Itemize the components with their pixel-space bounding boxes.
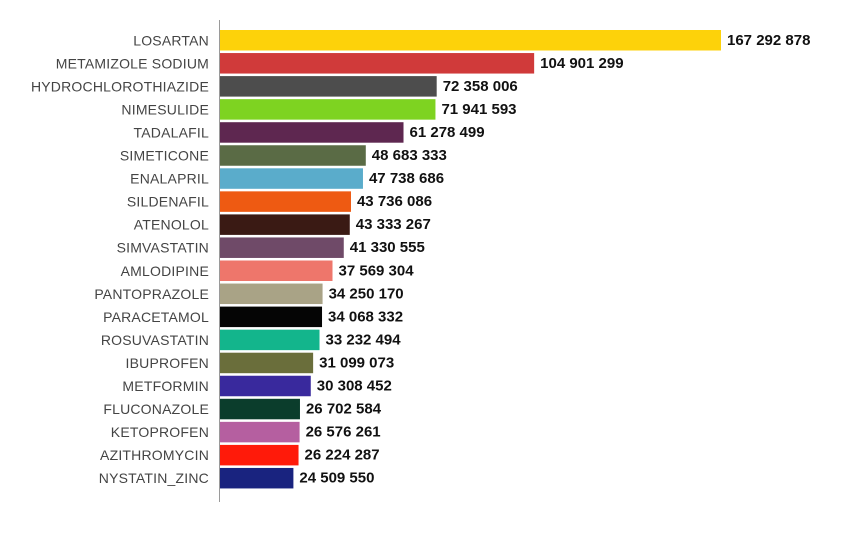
value-label: 33 232 494 [326, 331, 402, 348]
bar [220, 467, 294, 489]
category-label: PARACETAMOL [103, 309, 209, 325]
value-label: 26 576 261 [306, 424, 381, 441]
value-label: 41 330 555 [350, 239, 425, 256]
value-label: 71 941 593 [441, 101, 516, 118]
value-label: 48 683 333 [372, 147, 447, 164]
category-label: METFORMIN [122, 378, 209, 394]
bar [220, 283, 323, 305]
category-label: IBUPROFEN [126, 355, 209, 371]
bar [220, 306, 323, 328]
category-label: KETOPROFEN [111, 424, 209, 440]
bar [220, 352, 314, 374]
bar [220, 122, 404, 143]
bar [220, 76, 437, 97]
value-label: 104 901 299 [540, 55, 623, 72]
category-label: FLUCONAZOLE [103, 401, 209, 417]
value-labels: 167 292 878 104 901 299 72 358 006 71 941 5… [299, 32, 810, 487]
category-label: TADALAFIL [134, 124, 209, 140]
bars-layer [220, 30, 721, 489]
value-label: 34 068 332 [328, 308, 403, 325]
bar [220, 398, 300, 420]
bar [220, 237, 344, 258]
category-label: HYDROCHLOROTHIAZIDE [31, 78, 209, 94]
bar [220, 375, 311, 397]
value-label: 47 738 686 [369, 170, 444, 187]
category-label: ENALAPRIL [130, 171, 209, 187]
category-label: NYSTATIN_ZINC [99, 470, 209, 486]
value-label: 167 292 878 [727, 32, 810, 49]
bar [220, 99, 436, 120]
value-label: 26 702 584 [306, 401, 382, 418]
value-label: 34 250 170 [329, 285, 404, 302]
bar [220, 444, 299, 466]
value-label: 30 308 452 [317, 378, 392, 395]
value-label: 26 224 287 [305, 447, 380, 464]
category-label: AMLODIPINE [121, 263, 209, 279]
bar [220, 53, 535, 74]
category-label: PANTOPRAZOLE [94, 286, 209, 302]
value-label: 43 333 267 [356, 216, 431, 233]
value-label: 72 358 006 [443, 78, 518, 95]
category-label: LOSARTAN [133, 32, 209, 48]
category-label: SILDENAFIL [127, 194, 209, 210]
bar [220, 260, 333, 281]
value-label: 43 736 086 [357, 193, 432, 210]
category-label: SIMETICONE [120, 148, 209, 164]
bar [220, 191, 351, 212]
category-labels: LOSARTAN METAMIZOLE SODIUM HYDROCHLOROTHIA… [31, 32, 209, 486]
bar [220, 168, 363, 189]
bar [220, 145, 366, 166]
value-label: 24 509 550 [299, 470, 374, 487]
bar [220, 30, 721, 51]
category-label: ROSUVASTATIN [101, 332, 209, 348]
value-label: 31 099 073 [319, 354, 394, 371]
category-label: METAMIZOLE SODIUM [56, 55, 209, 71]
bar [220, 214, 350, 235]
category-label: AZITHROMYCIN [100, 447, 209, 463]
value-label: 61 278 499 [410, 124, 485, 141]
value-label: 37 569 304 [339, 262, 415, 279]
bar [220, 421, 300, 443]
category-label: SIMVASTATIN [117, 240, 209, 256]
category-label: ATENOLOL [134, 217, 209, 233]
category-label: NIMESULIDE [121, 101, 209, 117]
bar [220, 329, 320, 351]
